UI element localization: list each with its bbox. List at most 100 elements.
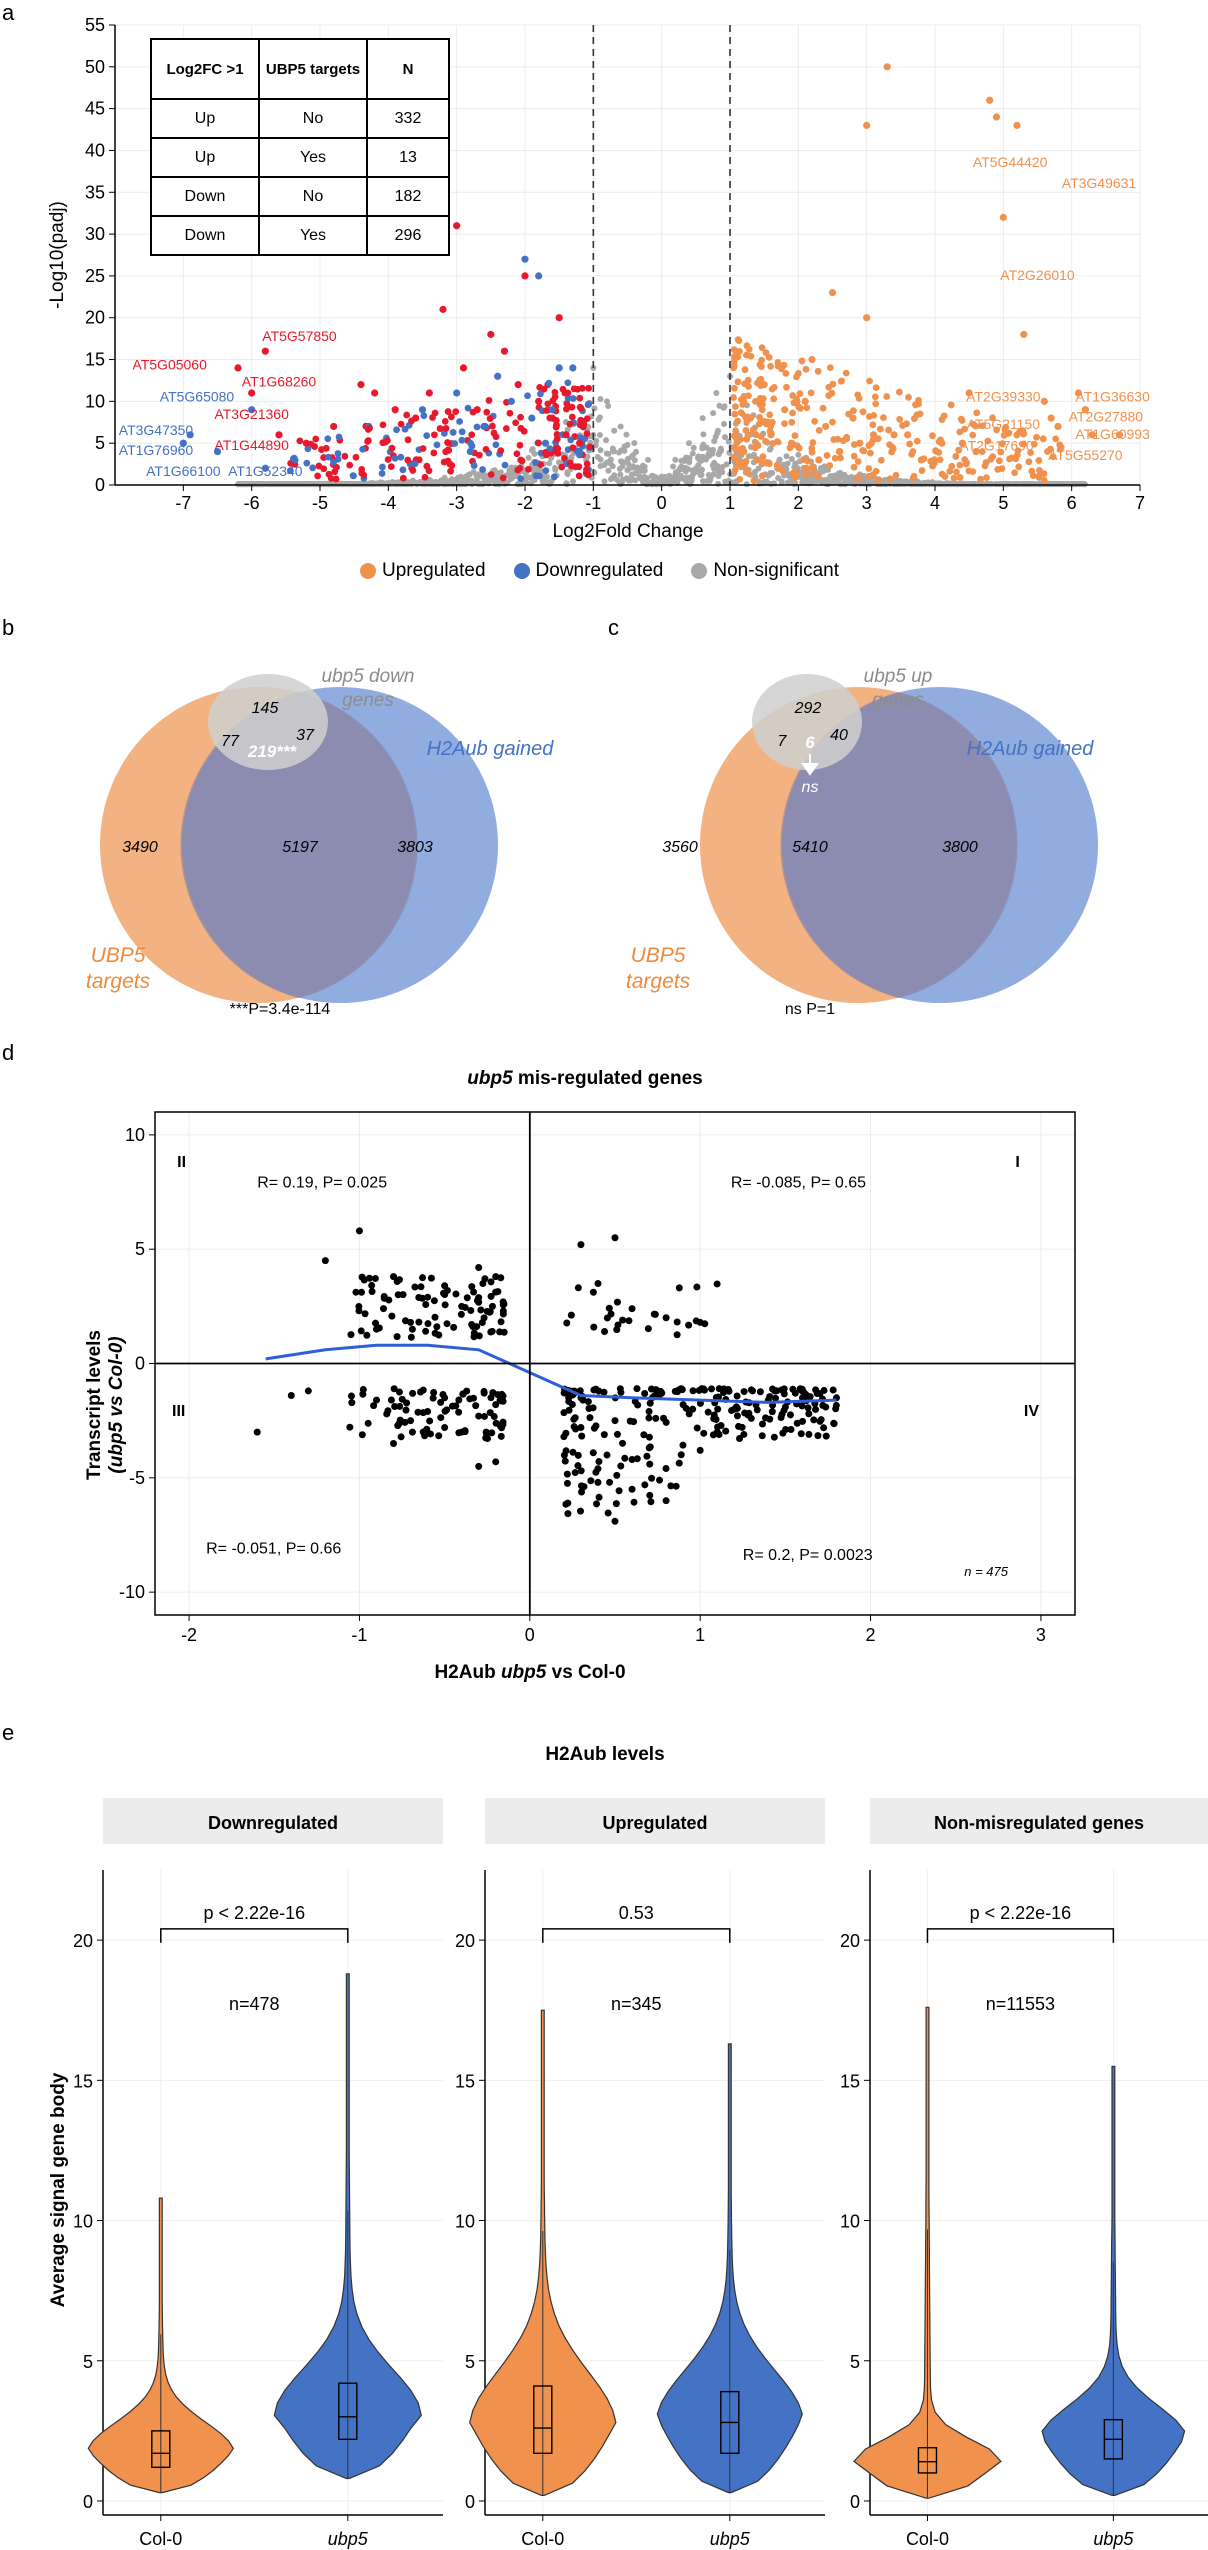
scatter-point	[689, 1405, 697, 1413]
point-downregulated	[248, 406, 256, 414]
scatter-point	[563, 1319, 571, 1327]
point-nonsignificant	[995, 481, 1002, 488]
point-upregulated	[730, 394, 737, 401]
scatter-point	[422, 1327, 430, 1335]
point-upregulated	[747, 352, 755, 360]
scatter-point	[762, 1414, 770, 1422]
point-upregulated	[798, 357, 806, 365]
scatter-point	[468, 1283, 476, 1291]
point-upregulated	[1002, 430, 1009, 438]
y-tick-label: 15	[455, 2071, 475, 2091]
scatter-point	[562, 1500, 570, 1508]
point-upregulated	[732, 352, 740, 359]
point-nonsignificant	[792, 460, 799, 467]
point-upregulated	[869, 431, 878, 439]
y-tick-label: 0	[95, 475, 105, 495]
table-cell: No	[258, 176, 368, 217]
point-upregulated	[1033, 433, 1040, 441]
scatter-point	[571, 1469, 579, 1477]
table-row: Up Yes 13	[150, 137, 450, 178]
y-tick-label: 0	[465, 2492, 475, 2512]
scatter-point	[615, 1487, 623, 1495]
violin-plot: H2Aub levels Average signal gene body Do…	[48, 1744, 1208, 2549]
point-downregulated	[473, 423, 481, 431]
scatter-point	[480, 1412, 488, 1420]
point-downregulated	[458, 428, 466, 436]
point-upregulated	[1040, 477, 1048, 484]
x-tick-label: ubp5	[710, 2529, 751, 2549]
point-upregulated	[749, 426, 757, 434]
stat-label-iii: R= -0.051, P= 0.66	[206, 1540, 341, 1557]
point-nonsignificant	[638, 465, 645, 472]
scatter-point	[587, 1477, 595, 1485]
point-downregulated	[425, 467, 433, 475]
point-upregulated	[872, 384, 880, 391]
point-downregulated	[535, 472, 543, 480]
scatter-point	[820, 1386, 828, 1394]
point-downregulated	[411, 460, 419, 468]
point-downregulated	[391, 406, 399, 414]
point-nonsignificant	[907, 481, 914, 488]
point-nonsignificant	[686, 457, 693, 464]
x-tick-label: -5	[312, 493, 328, 513]
scatter-point	[570, 1415, 578, 1423]
scatter-point	[435, 1432, 443, 1440]
point-downregulated	[562, 405, 570, 413]
point-upregulated	[948, 462, 956, 470]
point-nonsignificant	[700, 431, 707, 438]
x-tick-label: 3	[1036, 1625, 1046, 1645]
scatter-point	[781, 1403, 789, 1411]
point-upregulated	[955, 446, 963, 454]
venn-ubp5-up-genes	[752, 674, 862, 770]
point-nonsignificant	[618, 479, 625, 486]
point-upregulated	[773, 438, 781, 445]
scatter-point	[427, 1274, 435, 1282]
scatter-point	[734, 1422, 742, 1430]
point-upregulated	[989, 414, 996, 422]
point-downregulated	[447, 467, 454, 475]
quadrant-label-i: I	[1015, 1154, 1019, 1171]
point-nonsignificant	[821, 463, 828, 470]
point-nonsignificant	[592, 442, 599, 449]
scatter-point	[740, 1388, 748, 1396]
point-nonsignificant	[988, 481, 995, 488]
scatter-point	[770, 1433, 778, 1441]
venn-b-gray-orange: 77	[221, 733, 240, 750]
point-nonsignificant	[406, 481, 413, 488]
point-nonsignificant	[546, 481, 553, 488]
legend-item-nonsignificant: Non-significant	[691, 560, 839, 582]
point-upregulated	[984, 437, 992, 445]
point-nonsignificant	[812, 478, 819, 485]
n-label: n=478	[229, 1994, 280, 2014]
point-downregulated	[514, 381, 522, 389]
point-downregulated	[404, 436, 412, 444]
point-nonsignificant	[597, 395, 604, 402]
gene-label-red: AT1G44890	[214, 437, 289, 453]
scatter-point	[646, 1460, 654, 1468]
scatter-point	[805, 1410, 813, 1418]
p-value-label: p < 2.22e-16	[970, 1903, 1072, 1923]
scatter-point	[574, 1462, 582, 1470]
point-downregulated	[569, 444, 577, 452]
point-upregulated	[850, 441, 858, 448]
point-upregulated	[892, 471, 900, 479]
y-tick-label: -10	[119, 1582, 145, 1602]
point-downregulated	[585, 471, 592, 479]
scatter-point	[633, 1385, 641, 1393]
scatter-point	[492, 1419, 500, 1427]
point-downregulated	[447, 413, 455, 421]
point-downregulated	[517, 424, 525, 432]
x-tick-label: -6	[244, 493, 260, 513]
scatter-point	[368, 1281, 376, 1289]
point-downregulated	[586, 443, 594, 451]
scatter-point	[361, 1310, 369, 1318]
point-upregulated	[825, 383, 833, 391]
point-upregulated	[904, 431, 912, 439]
venn-b-pvalue: ***P=3.4e-114	[230, 1001, 331, 1018]
scatter-point	[563, 1470, 571, 1478]
point-upregulated	[872, 467, 880, 475]
point-downregulated	[521, 272, 529, 280]
venn-b-gray-title-2: genes	[342, 690, 394, 711]
gene-label-orange: AT2G26010	[1000, 267, 1075, 283]
scatter-point	[437, 1398, 445, 1406]
